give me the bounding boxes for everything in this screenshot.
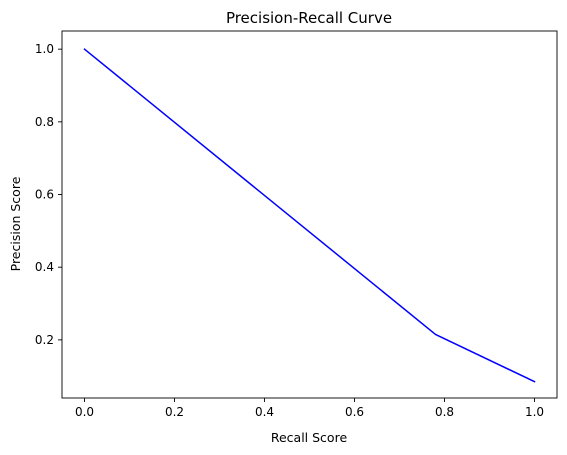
y-tick-label: 0.6 [35, 188, 54, 202]
chart-title: Precision-Recall Curve [226, 9, 392, 27]
x-tick-label: 0.4 [255, 405, 274, 419]
y-tick-label: 1.0 [35, 42, 54, 56]
plot-frame [61, 30, 558, 399]
y-tick-label: 0.2 [35, 333, 54, 347]
y-tick-label: 0.8 [35, 115, 54, 129]
x-tick-label: 0.6 [345, 405, 364, 419]
y-axis-label: Precision Score [8, 176, 23, 271]
y-tick-label: 0.4 [35, 260, 54, 274]
x-tick-label: 0.2 [165, 405, 184, 419]
x-tick-label: 0.0 [75, 405, 94, 419]
x-axis: 0.0 0.2 0.4 0.6 0.8 1.0 [75, 398, 544, 419]
y-axis: 0.2 0.4 0.6 0.8 1.0 [35, 42, 62, 347]
plot-area [83, 48, 536, 383]
x-tick-label: 0.8 [435, 405, 454, 419]
x-tick-label: 1.0 [525, 405, 544, 419]
x-axis-label: Recall Score [271, 430, 348, 445]
series-line [83, 48, 536, 383]
